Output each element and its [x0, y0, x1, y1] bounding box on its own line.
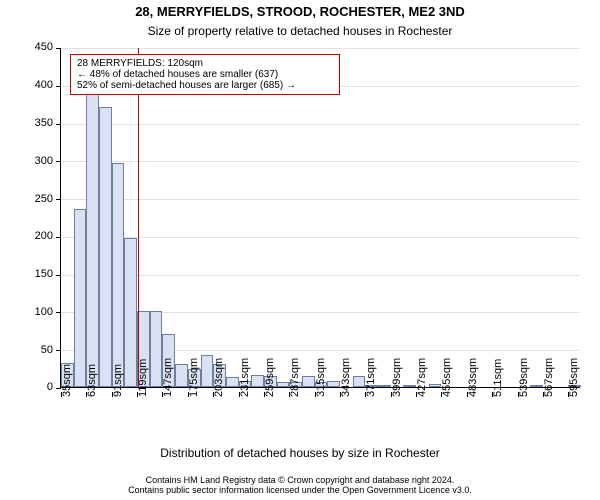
y-tick-label: 100 — [35, 306, 53, 318]
histogram-bar — [251, 375, 264, 387]
x-tick-label: 511sqm — [492, 359, 504, 397]
histogram-bar — [302, 376, 315, 387]
x-tick-label: 315sqm — [315, 358, 327, 397]
x-tick-label: 203sqm — [213, 358, 225, 397]
y-tick-mark — [56, 124, 61, 125]
x-tick-label: 399sqm — [391, 358, 403, 397]
x-tick-label: 455sqm — [441, 358, 453, 397]
chart-container: 28, MERRYFIELDS, STROOD, ROCHESTER, ME2 … — [0, 0, 600, 500]
histogram-bar — [226, 377, 239, 387]
x-tick-label: 343sqm — [340, 358, 352, 397]
y-tick-label: 300 — [35, 155, 53, 167]
x-tick-label: 595sqm — [568, 358, 580, 397]
y-tick-label: 450 — [35, 41, 53, 53]
histogram-bar — [112, 163, 125, 387]
x-tick-label: 287sqm — [289, 358, 301, 397]
y-tick-mark — [56, 161, 61, 162]
histogram-bar — [201, 355, 214, 387]
x-tick-label: 63sqm — [86, 364, 98, 397]
x-tick-label: 91sqm — [112, 364, 124, 397]
footer-line-2: Contains public sector information licen… — [0, 485, 600, 495]
x-tick-label: 231sqm — [239, 358, 251, 397]
annotation-line-1: 28 MERRYFIELDS: 120sqm — [77, 58, 333, 69]
x-tick-label: 147sqm — [162, 358, 174, 397]
x-tick-label: 483sqm — [467, 358, 479, 397]
histogram-bar — [74, 209, 87, 387]
histogram-bar — [175, 364, 188, 387]
x-tick-label: 259sqm — [264, 358, 276, 397]
histogram-bar — [530, 385, 543, 387]
x-tick-label: 427sqm — [416, 358, 428, 397]
x-tick-label: 371sqm — [365, 358, 377, 397]
histogram-bar — [378, 385, 391, 387]
chart-subtitle: Size of property relative to detached ho… — [0, 24, 600, 38]
x-tick-label: 35sqm — [61, 364, 73, 397]
histogram-bar — [403, 385, 416, 387]
y-tick-label: 250 — [35, 193, 53, 205]
annotation-line-2: ← 48% of detached houses are smaller (63… — [77, 69, 333, 80]
plot-area: 05010015020025030035040045035sqm63sqm91s… — [60, 48, 580, 388]
y-tick-mark — [56, 237, 61, 238]
histogram-bar — [150, 311, 163, 387]
x-tick-label: 567sqm — [543, 358, 555, 397]
y-tick-label: 350 — [35, 117, 53, 129]
histogram-bar — [86, 92, 99, 387]
y-tick-mark — [56, 350, 61, 351]
y-tick-mark — [56, 86, 61, 87]
histogram-bar — [124, 238, 137, 387]
y-tick-mark — [56, 312, 61, 313]
y-tick-label: 50 — [41, 344, 53, 356]
y-tick-label: 400 — [35, 79, 53, 91]
x-axis-label: Distribution of detached houses by size … — [0, 446, 600, 460]
y-tick-label: 200 — [35, 230, 53, 242]
property-marker-line — [138, 48, 139, 387]
y-tick-mark — [56, 275, 61, 276]
histogram-bar — [353, 376, 366, 387]
x-tick-label: 175sqm — [188, 358, 200, 397]
annotation-box: 28 MERRYFIELDS: 120sqm ← 48% of detached… — [70, 54, 340, 95]
footer: Contains HM Land Registry data © Crown c… — [0, 475, 600, 495]
histogram-bar — [327, 381, 340, 387]
axes: 05010015020025030035040045035sqm63sqm91s… — [60, 48, 580, 388]
y-tick-mark — [56, 48, 61, 49]
y-tick-label: 0 — [47, 381, 53, 393]
histogram-bar — [99, 107, 112, 387]
histogram-bar — [429, 384, 442, 387]
chart-title: 28, MERRYFIELDS, STROOD, ROCHESTER, ME2 … — [0, 4, 600, 19]
histogram-bar — [277, 382, 290, 387]
y-tick-label: 150 — [35, 268, 53, 280]
footer-line-1: Contains HM Land Registry data © Crown c… — [0, 475, 600, 485]
y-tick-mark — [56, 199, 61, 200]
annotation-line-3: 52% of semi-detached houses are larger (… — [77, 80, 333, 91]
x-tick-label: 539sqm — [518, 358, 530, 397]
